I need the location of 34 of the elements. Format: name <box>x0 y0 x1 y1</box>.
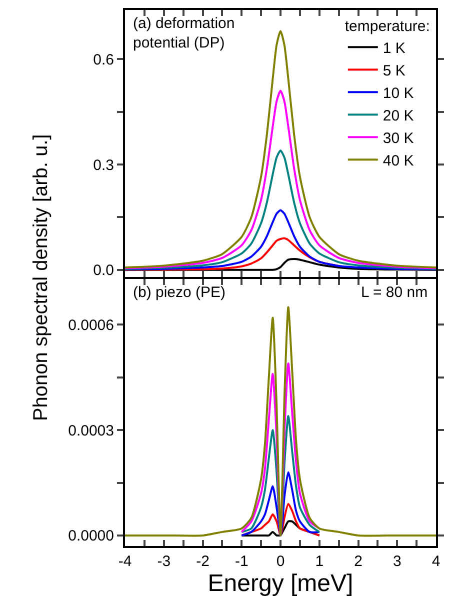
line-series <box>240 415 320 536</box>
legend-label: 1 K <box>382 40 406 57</box>
y-tick-label: 0.3 <box>93 156 114 174</box>
y-tick-label: 0.6 <box>93 51 114 68</box>
x-tick-label: 2 <box>354 553 362 570</box>
line-series <box>240 502 320 536</box>
line-series <box>125 306 436 537</box>
annotation: (a) deformation potential (DP) <box>133 15 235 52</box>
y-tick-label: 0.0 <box>93 262 114 280</box>
legend-title: temperature: <box>344 18 430 35</box>
x-tick-label: 4 <box>432 553 440 570</box>
legend-label: 5 K <box>382 62 406 80</box>
y-axis-title: Phonon spectral density [arb. u.] <box>30 134 52 422</box>
y-tick-label: 0.0003 <box>68 422 114 440</box>
legend-label: 30 K <box>382 130 414 147</box>
annotation: (b) piezo (PE) <box>133 284 226 301</box>
line-series <box>125 90 436 270</box>
annotation: L = 80 nm <box>361 284 428 301</box>
x-tick-label: 3 <box>392 553 402 570</box>
x-tick-label: 1 <box>315 553 324 570</box>
y-tick-label: 0.0006 <box>68 316 114 334</box>
line-series <box>240 471 320 536</box>
x-tick-label: -1 <box>234 553 248 570</box>
y-tick-label: 0.0000 <box>68 528 114 545</box>
legend-label: 20 K <box>382 107 414 124</box>
x-axis-title: Energy [meV] <box>208 570 354 597</box>
line-series <box>125 149 436 270</box>
legend-label: 40 K <box>382 152 414 170</box>
legend-label: 10 K <box>382 84 414 102</box>
line-series <box>125 237 340 271</box>
x-tick-label: -4 <box>118 553 132 570</box>
x-tick-label: 0 <box>276 553 285 570</box>
x-tick-label: -3 <box>157 553 171 570</box>
x-tick-label: -2 <box>196 553 210 570</box>
